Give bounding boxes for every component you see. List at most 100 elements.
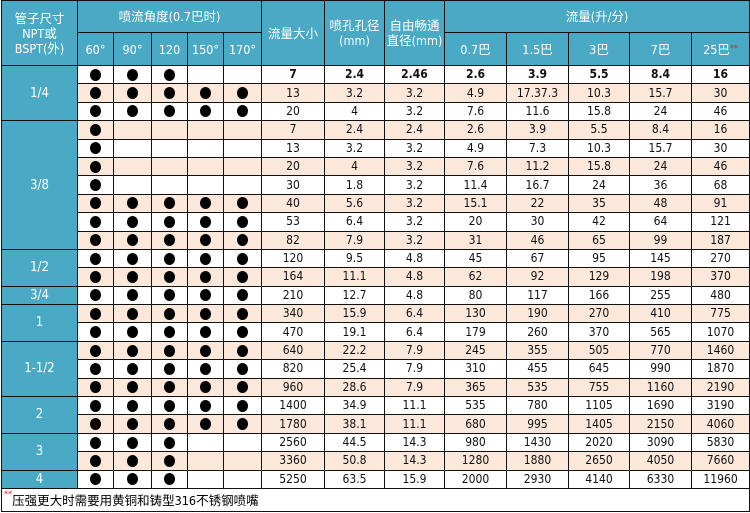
dot-icon (200, 234, 211, 247)
flow-cell: 8.4 (629, 120, 692, 140)
dot-icon (200, 381, 211, 394)
dot-icon (127, 215, 138, 228)
angle-cell (187, 212, 224, 232)
angle-cell (223, 83, 262, 103)
capacity-cell: 640 (261, 340, 325, 361)
dot-icon (90, 123, 101, 136)
dot-icon (90, 142, 101, 155)
free-passage-cell: 11.1 (384, 396, 445, 416)
angle-cell (77, 451, 114, 471)
dot-icon (237, 418, 248, 431)
angle-cell (113, 248, 152, 269)
flow-cell: 370 (568, 322, 630, 342)
orifice-cell: 44.5 (324, 432, 385, 453)
angle-cell (113, 156, 152, 177)
flow-cell: 4140 (568, 469, 630, 489)
flow-cell: 370 (690, 267, 750, 287)
angle-cell (113, 212, 152, 232)
angle-cell (77, 248, 114, 269)
capacity-cell: 340 (261, 304, 325, 324)
angle-cell (151, 359, 188, 379)
dot-icon (200, 326, 211, 339)
dot-icon (90, 68, 101, 81)
flow-cell: 16 (690, 64, 750, 85)
flow-cell: 198 (629, 267, 692, 287)
table-row: 3 2560 44.5 14.3 980 1430 2020 3090 5830 (1, 432, 750, 471)
flow-cell: 2000 (444, 469, 507, 489)
angle-cell (113, 267, 152, 287)
flow-cell: 1460 (690, 340, 750, 361)
table-row: 13 3.2 3.2 4.9 17.37.3 10.3 15.7 30 (2, 83, 750, 103)
orifice-cell: 3.2 (324, 138, 385, 158)
flow-cell: 10.3 (568, 83, 630, 103)
dot-icon (237, 307, 248, 320)
orifice-cell: 9.5 (324, 248, 385, 269)
flow-cell: 4.9 (444, 138, 507, 158)
angle-cell (187, 304, 224, 324)
dot-icon (127, 454, 138, 467)
pipe-size-line: 管子尺寸 (14, 10, 65, 26)
free-passage-cell: 7.9 (384, 377, 445, 398)
capacity-cell: 53 (261, 212, 325, 232)
flow-cell: 5830 (690, 432, 750, 453)
flow-cell: 99 (629, 230, 692, 250)
angle-cell (77, 120, 114, 140)
angle-cell (187, 230, 224, 250)
angle-cell (113, 175, 152, 195)
dot-icon (90, 362, 101, 375)
dot-icon (90, 344, 101, 357)
flow-cell: 410 (629, 304, 692, 324)
free-passage-cell: 4.8 (384, 267, 445, 287)
orifice-cell: 2.4 (324, 120, 385, 140)
orifice-cell: 2.4 (324, 64, 385, 85)
dot-icon (200, 252, 211, 265)
orifice-cell: 63.5 (324, 469, 385, 489)
angle-cell (187, 359, 224, 379)
flow-cell: 121 (690, 212, 750, 232)
free-passage-cell: 3.2 (384, 212, 445, 232)
pressure-header: 3巴 (568, 32, 630, 66)
pressure-header: 7巴 (629, 32, 692, 66)
angle-cell (113, 83, 152, 103)
table-row: 3/4 210 12.7 4.8 80 117 166 255 480 (1, 285, 750, 306)
flow-cell: 46 (690, 156, 750, 177)
dot-icon (237, 252, 248, 265)
angle-cell (187, 175, 224, 195)
angle-cell (113, 285, 152, 306)
angle-cell (223, 340, 262, 361)
flow-cell: 3090 (629, 432, 692, 453)
orifice-cell: 34.9 (324, 396, 385, 416)
flow-cell: 1405 (568, 414, 630, 434)
dot-icon (200, 362, 211, 375)
flow-cell: 11960 (690, 469, 750, 489)
spray-angle-header: 喷流角度(0.7巴时) (77, 0, 262, 33)
dot-icon (237, 326, 248, 339)
angle-cell (77, 83, 114, 103)
dot-icon (127, 105, 138, 118)
capacity-size-header: 流量大小 (261, 0, 325, 66)
dot-icon (127, 362, 138, 375)
flow-cell: 4050 (629, 451, 692, 471)
angle-cell (187, 396, 224, 416)
dot-icon (127, 436, 138, 449)
dot-icon (90, 270, 101, 283)
flow-cell: 2190 (690, 377, 750, 398)
angle-cell (151, 469, 188, 489)
angle-header: 60° (77, 32, 114, 66)
free-passage-cell: 3.2 (384, 230, 445, 250)
angle-cell (113, 359, 152, 379)
dot-icon (164, 105, 175, 118)
flow-cell: 67 (506, 248, 569, 269)
angle-header: 150° (187, 32, 224, 66)
flow-cell: 24 (629, 101, 692, 122)
capacity-cell: 20 (261, 156, 325, 177)
angle-cell (151, 175, 188, 195)
capacity-cell: 7 (261, 64, 325, 85)
capacity-cell: 7 (261, 120, 325, 140)
angle-cell (77, 377, 114, 398)
pressure-header: 25巴** (690, 32, 750, 66)
flow-cell: 179 (444, 322, 507, 342)
dot-icon (90, 436, 101, 449)
angle-cell (151, 212, 188, 232)
angle-cell (113, 304, 152, 324)
